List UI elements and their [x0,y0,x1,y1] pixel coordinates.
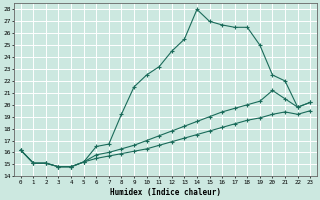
X-axis label: Humidex (Indice chaleur): Humidex (Indice chaleur) [110,188,221,197]
